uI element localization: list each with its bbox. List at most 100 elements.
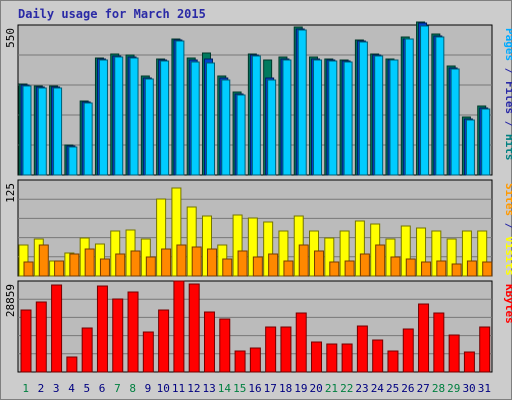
traffic-bar-pages-day-23: Pages 23: 488 <box>358 41 368 176</box>
traffic-bar-pages-day-20: Pages 20: 420 <box>313 59 323 176</box>
visits-bar-sites-day-21: Sites 21: 18 <box>329 261 340 277</box>
visits-bar-sites-day-30: Sites 30: 20 <box>466 260 477 277</box>
day-label: 7 <box>114 382 121 395</box>
kbytes-legend: KBytes <box>503 284 512 324</box>
traffic-bar-pages-day-16: Pages 16: 437 <box>251 55 261 176</box>
visits-bar-sites-day-29: Sites 29: 15 <box>451 263 462 277</box>
visits-legend: Sites / Visits <box>503 183 512 276</box>
visits-max-label: 125 <box>4 183 17 203</box>
day-label: 13 <box>203 382 216 395</box>
traffic-bar-pages-day-1: Pages 1: 325 <box>22 85 32 176</box>
traffic-bar-pages-day-4: Pages 4: 102 <box>68 146 78 176</box>
visits-bar-sites-day-22: Sites 22: 20 <box>344 260 355 277</box>
traffic-bar-pages-day-28: Pages 28: 505 <box>435 36 445 176</box>
day-label: 22 <box>340 382 353 395</box>
kbytes-bar-kbytes-day-2: KBytes 2: 22200 <box>35 301 47 373</box>
kbytes-bar-kbytes-day-21: KBytes 21: 8800 <box>326 343 338 373</box>
day-label: 20 <box>310 382 323 395</box>
kbytes-bar-kbytes-day-20: KBytes 20: 9500 <box>311 341 323 373</box>
kbytes-bar-kbytes-day-26: KBytes 26: 13500 <box>402 328 414 373</box>
kbytes-bar-kbytes-day-11: KBytes 11: 28859 <box>173 280 185 373</box>
kbytes-bar-kbytes-day-14: KBytes 14: 16700 <box>219 318 231 373</box>
day-label: 31 <box>478 382 491 395</box>
day-label: 16 <box>248 382 261 395</box>
day-label: 30 <box>462 382 475 395</box>
day-label: 25 <box>386 382 399 395</box>
visits-bar-sites-day-12: Sites 12: 38 <box>191 246 202 277</box>
traffic-legend: Pages / Files / Hits <box>503 28 512 161</box>
day-label: 28 <box>432 382 445 395</box>
visits-bar-sites-day-5: Sites 5: 35 <box>84 248 95 277</box>
visits-bar-sites-day-11: Sites 11: 40 <box>176 244 187 277</box>
visits-bar-sites-day-13: Sites 13: 35 <box>206 248 217 277</box>
traffic-bar-pages-day-6: Pages 6: 420 <box>98 59 108 176</box>
visits-bar-sites-day-25: Sites 25: 25 <box>390 256 401 277</box>
visits-bar-sites-day-7: Sites 7: 28 <box>115 253 126 277</box>
day-label: 2 <box>38 382 45 395</box>
traffic-bar-pages-day-18: Pages 18: 420 <box>282 59 292 176</box>
visits-legend-item-1: / <box>503 216 512 236</box>
traffic-bar-pages-day-2: Pages 2: 320 <box>37 87 47 176</box>
traffic-bar-pages-day-8: Pages 8: 430 <box>129 57 139 176</box>
day-label: 12 <box>187 382 200 395</box>
visits-bar-sites-day-3: Sites 3: 20 <box>54 260 65 277</box>
kbytes-bar-kbytes-day-12: KBytes 12: 27800 <box>188 283 200 373</box>
kbytes-bar-kbytes-day-13: KBytes 13: 19000 <box>203 311 215 373</box>
visits-legend-item-0: Sites <box>503 183 512 216</box>
traffic-bar-pages-day-14: Pages 14: 350 <box>221 79 231 176</box>
visits-bar-sites-day-16: Sites 16: 25 <box>252 256 263 277</box>
day-label: 11 <box>172 382 185 395</box>
kbytes-panel: 28859 KBytes KBytes 1: 19800KBytes 2: 2220… <box>4 280 512 373</box>
kbytes-bar-kbytes-day-28: KBytes 28: 18800 <box>433 312 445 373</box>
day-label: 24 <box>371 382 385 395</box>
kbytes-max-label: 28859 <box>4 284 17 317</box>
kbytes-bar-kbytes-day-23: KBytes 23: 14700 <box>356 325 368 373</box>
traffic-bar-pages-day-19: Pages 19: 530 <box>297 29 307 176</box>
traffic-bar-pages-day-24: Pages 24: 435 <box>374 55 384 176</box>
traffic-bar-pages-day-12: Pages 12: 415 <box>190 61 200 176</box>
visits-bar-sites-day-23: Sites 23: 28 <box>359 253 370 277</box>
kbytes-bar-kbytes-day-15: KBytes 15: 6700 <box>234 350 246 373</box>
x-axis-day-labels: 1 2 3 4 5 6 7 8 9 10 11 12 13 14 15 16 17 18 19 20 21 22 23 24 2… <box>22 382 491 395</box>
day-label: 21 <box>325 382 338 395</box>
day-label: 3 <box>53 382 60 395</box>
day-label: 10 <box>157 382 170 395</box>
visits-bar-sites-day-27: Sites 27: 18 <box>421 261 432 277</box>
traffic-legend-item-0: Pages <box>503 28 512 61</box>
visits-bar-sites-day-26: Sites 26: 22 <box>405 258 416 277</box>
traffic-bar-pages-day-22: Pages 22: 413 <box>343 61 353 176</box>
traffic-bar-pages-day-25: Pages 25: 420 <box>389 59 399 176</box>
visits-bar-sites-day-6: Sites 6: 22 <box>99 258 110 277</box>
day-label: 14 <box>218 382 232 395</box>
day-label: 15 <box>233 382 246 395</box>
day-label: 29 <box>447 382 460 395</box>
traffic-bar-pages-day-31: Pages 31: 243 <box>481 108 491 176</box>
kbytes-bar-kbytes-day-17: KBytes 17: 14200 <box>265 326 277 373</box>
kbytes-bar-kbytes-day-16: KBytes 16: 7600 <box>249 347 261 373</box>
traffic-bar-pages-day-17: Pages 17: 350 <box>267 79 277 176</box>
kbytes-bar-kbytes-day-10: KBytes 10: 19800 <box>158 309 170 373</box>
visits-bar-sites-day-24: Sites 24: 40 <box>375 244 386 277</box>
kbytes-bar-kbytes-day-29: KBytes 29: 11700 <box>448 334 460 373</box>
kbytes-bar-kbytes-day-7: KBytes 7: 23000 <box>112 298 124 373</box>
day-label: 6 <box>99 382 106 395</box>
day-label: 19 <box>294 382 307 395</box>
traffic-bar-pages-day-3: Pages 3: 320 <box>53 87 63 176</box>
day-label: 27 <box>417 382 430 395</box>
traffic-bar-pages-day-27: Pages 27: 548 <box>420 25 430 176</box>
traffic-legend-item-4: Hits <box>503 134 512 161</box>
traffic-bar-pages-day-26: Pages 26: 497 <box>404 38 414 176</box>
kbytes-bar-kbytes-day-3: KBytes 3: 27500 <box>51 284 63 373</box>
kbytes-bar-kbytes-day-19: KBytes 19: 18800 <box>295 312 307 373</box>
kbytes-bar-kbytes-day-6: KBytes 6: 27300 <box>96 285 108 373</box>
visits-bar-sites-day-28: Sites 28: 20 <box>436 260 447 277</box>
traffic-bar-pages-day-29: Pages 29: 388 <box>450 68 460 176</box>
visits-bar-sites-day-4: Sites 4: 28 <box>69 253 80 277</box>
kbytes-bar-kbytes-day-8: KBytes 8: 25500 <box>127 291 139 373</box>
visits-bar-sites-day-17: Sites 17: 28 <box>268 253 279 277</box>
traffic-bar-pages-day-5: Pages 5: 265 <box>83 102 93 176</box>
kbytes-bar-kbytes-day-5: KBytes 5: 13800 <box>81 327 93 373</box>
